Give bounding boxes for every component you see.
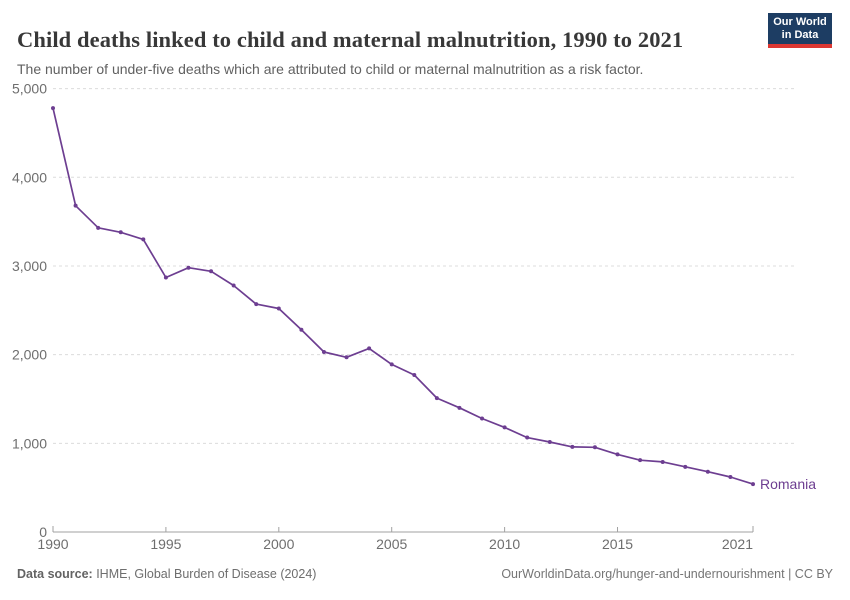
y-axis-tick-label: 5,000 — [12, 81, 47, 97]
data-point-1996[interactable] — [186, 265, 191, 270]
line-series-romania[interactable] — [52, 107, 754, 485]
data-point-1997[interactable] — [209, 269, 214, 274]
footer-right: OurWorldinData.org/hunger-and-undernouri… — [501, 567, 833, 581]
page-subtitle: The number of under-five deaths which ar… — [17, 61, 644, 77]
x-axis-tick-label: 2015 — [602, 536, 633, 552]
data-point-2021[interactable] — [751, 482, 755, 487]
y-axis-tick-label: 4,000 — [12, 169, 47, 185]
data-source-value: IHME, Global Burden of Disease (2024) — [92, 567, 317, 581]
data-point-1998[interactable] — [231, 283, 236, 288]
data-point-2016[interactable] — [638, 458, 643, 463]
data-point-2020[interactable] — [728, 475, 733, 480]
data-point-2010[interactable] — [502, 425, 507, 430]
data-point-2007[interactable] — [434, 396, 439, 401]
data-point-1995[interactable] — [163, 275, 168, 280]
data-point-2018[interactable] — [683, 464, 688, 469]
data-source-label: Data source: — [17, 567, 93, 581]
page-title: Child deaths linked to child and materna… — [17, 27, 684, 53]
x-axis-tick-label: 2000 — [263, 536, 294, 552]
data-point-2013[interactable] — [570, 444, 575, 449]
data-point-2006[interactable] — [412, 373, 417, 378]
data-point-1992[interactable] — [96, 225, 101, 230]
data-point-1999[interactable] — [254, 302, 259, 307]
y-axis-tick-label: 0 — [39, 524, 47, 540]
x-axis-tick-label: 2021 — [722, 536, 753, 552]
data-source-note: Data source: IHME, Global Burden of Dise… — [17, 567, 316, 581]
data-point-2012[interactable] — [547, 439, 552, 444]
data-point-2002[interactable] — [321, 349, 326, 354]
data-point-2019[interactable] — [705, 469, 710, 474]
x-axis-tick-label: 1990 — [37, 536, 68, 552]
footer-link[interactable]: OurWorldinData.org/hunger-and-undernouri… — [501, 567, 785, 581]
footer: Data source: IHME, Global Burden of Dise… — [17, 567, 833, 581]
data-point-1991[interactable] — [73, 203, 78, 208]
owid-logo-line-1: Our World — [773, 16, 827, 28]
data-point-1994[interactable] — [141, 237, 146, 242]
data-point-2001[interactable] — [299, 327, 304, 332]
data-point-1993[interactable] — [118, 230, 123, 235]
data-point-2004[interactable] — [367, 346, 372, 351]
entity-label: Romania — [760, 476, 817, 493]
x-axis-tick-label: 2010 — [489, 536, 520, 552]
y-axis-tick-label: 2,000 — [12, 347, 47, 363]
y-axis-tick-label: 3,000 — [12, 258, 47, 274]
data-point-2015[interactable] — [615, 452, 620, 457]
data-point-2011[interactable] — [525, 435, 530, 440]
y-axis-tick-label: 1,000 — [12, 435, 47, 451]
data-point-2008[interactable] — [457, 405, 462, 410]
data-point-2000[interactable] — [276, 306, 281, 311]
data-point-1990[interactable] — [51, 106, 55, 111]
x-axis-tick-label: 2005 — [376, 536, 407, 552]
owid-logo[interactable]: Our World in Data — [768, 13, 832, 48]
data-point-2005[interactable] — [389, 362, 394, 367]
chart-canvas[interactable]: 0 1,000 2,000 3,000 4,000 5,000 1990 1995 2000 20… — [0, 75, 850, 555]
data-point-2003[interactable] — [344, 355, 349, 360]
data-point-2009[interactable] — [480, 416, 485, 421]
owid-logo-line-2: in Data — [781, 28, 819, 41]
data-point-2014[interactable] — [592, 445, 597, 450]
footer-license: | CC BY — [784, 567, 833, 581]
data-point-2017[interactable] — [660, 459, 665, 464]
x-axis-tick-label: 1995 — [150, 536, 181, 552]
